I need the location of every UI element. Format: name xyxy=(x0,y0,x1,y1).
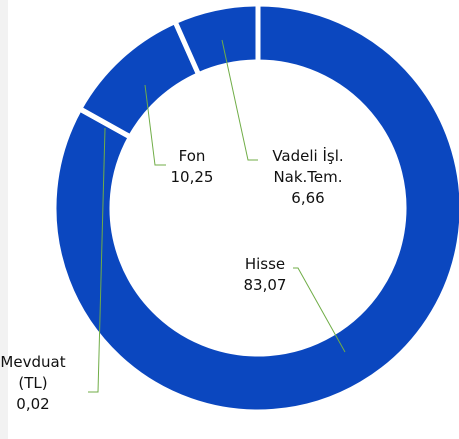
value-label: 83,07 xyxy=(243,276,287,294)
leader-line xyxy=(221,39,258,161)
category-name: Vadeli İşl. Nak.Tem. xyxy=(272,147,344,186)
category-name: Fon xyxy=(178,147,206,165)
category-name: Hisse xyxy=(244,255,286,273)
slice xyxy=(51,1,459,415)
leader-line xyxy=(88,127,106,393)
slice-label: Mevduat (TL) 0,02 xyxy=(0,352,68,415)
value-label: 6,66 xyxy=(291,189,325,207)
value-label: 10,25 xyxy=(170,168,214,186)
side-strip xyxy=(0,0,8,439)
leader-line xyxy=(293,267,346,353)
slice-label: Hisse 83,07 xyxy=(225,254,305,296)
slice-label: Fon 10,25 xyxy=(157,146,227,188)
leader-lines xyxy=(88,39,346,393)
slice-label: Vadeli İşl. Nak.Tem. 6,66 xyxy=(258,146,358,209)
category-name: Mevduat (TL) xyxy=(0,353,66,392)
slice xyxy=(171,1,261,78)
leader-line xyxy=(144,84,166,166)
value-label: 0,02 xyxy=(16,395,50,413)
